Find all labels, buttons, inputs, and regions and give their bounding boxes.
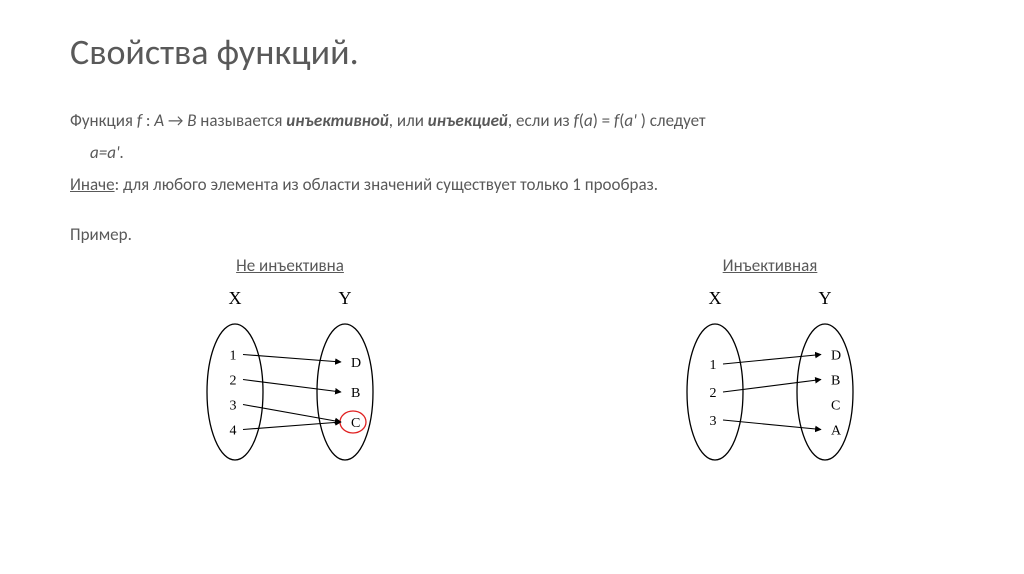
svg-not-injective: X Y 1 2 3 4 DBC [190, 282, 390, 462]
diagram-label-right: Инъективная [723, 255, 818, 276]
svg-text:D: D [831, 349, 841, 364]
svg-text:3: 3 [230, 399, 237, 414]
diagram-injective: Инъективная X Y 1 2 3 DBCA [670, 255, 870, 462]
svg-text:4: 4 [230, 424, 237, 439]
def-p4: ) следует [637, 110, 706, 131]
def-mid2: , или [389, 110, 428, 131]
def-a1: a [584, 110, 593, 131]
svg-text:2: 2 [710, 386, 717, 401]
otherwise-text: : для любого элемента из области значени… [115, 174, 659, 195]
def-pre: Функция [70, 110, 137, 131]
svg-text:X: X [709, 288, 722, 308]
page-title: Свойства функций. [70, 30, 954, 74]
svg-text:3: 3 [710, 414, 717, 429]
svg-text:C: C [351, 416, 360, 431]
definition-line2: a=a'. [70, 141, 954, 165]
svg-injective: X Y 1 2 3 DBCA [670, 282, 870, 462]
svg-text:B: B [351, 386, 360, 401]
svg-text:1: 1 [710, 358, 717, 373]
definition-line1: Функция f : A → B называется инъективной… [70, 109, 954, 133]
svg-text:D: D [351, 356, 361, 371]
otherwise-label: Иначе [70, 174, 115, 195]
diagrams-row: Не инъективна XY1234DBC Инъективная XY12… [70, 255, 954, 462]
def-p2: ) = [593, 110, 614, 131]
svg-text:X: X [229, 288, 242, 308]
def-mid1: называется [196, 110, 286, 131]
otherwise-line: Иначе: для любого элемента из области зн… [70, 173, 954, 197]
def-A: A [154, 110, 164, 131]
def-term2: инъекцией [428, 110, 508, 131]
svg-text:C: C [831, 399, 840, 414]
example-label: Пример. [70, 224, 954, 245]
def-arrow: → [164, 110, 187, 131]
svg-text:A: A [831, 424, 842, 439]
diagram-label-left: Не инъективна [236, 255, 344, 276]
def-mid3: , если из [508, 110, 574, 131]
def-colon: : [142, 110, 154, 131]
svg-text:1: 1 [230, 349, 237, 364]
svg-text:Y: Y [819, 288, 832, 308]
def-term1: инъективной [286, 110, 389, 131]
diagram-not-injective: Не инъективна X Y 1 2 3 4 DBC [190, 255, 390, 462]
svg-text:Y: Y [339, 288, 352, 308]
def-a2: a' [624, 110, 637, 131]
svg-text:B: B [831, 374, 840, 389]
svg-text:2: 2 [230, 374, 237, 389]
